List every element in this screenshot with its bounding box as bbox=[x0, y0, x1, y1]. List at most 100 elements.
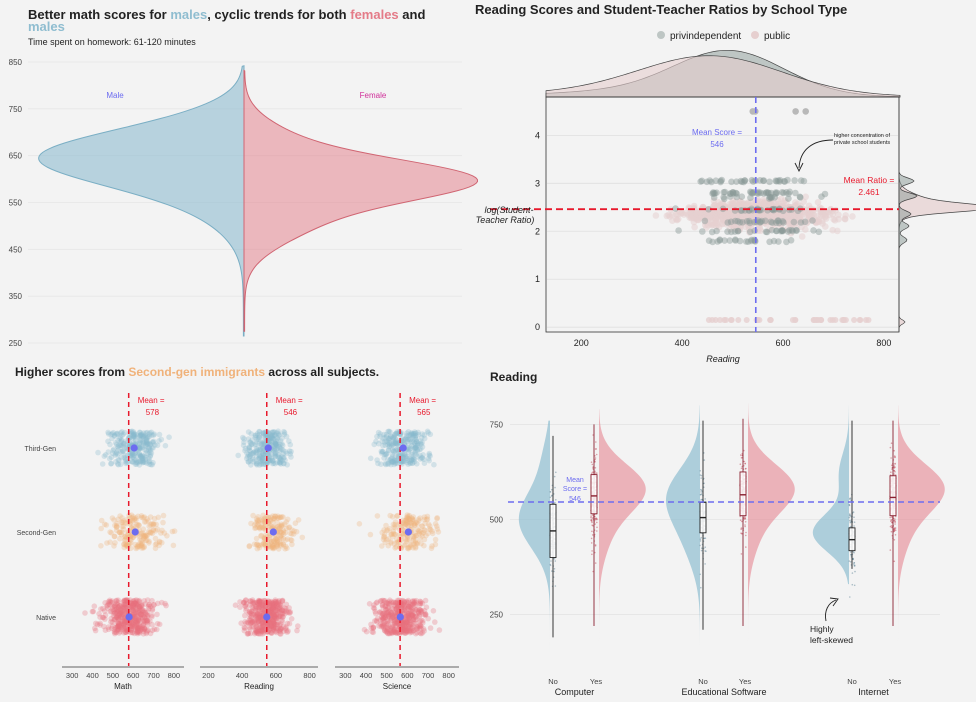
point bbox=[82, 610, 88, 616]
point-priv bbox=[748, 236, 755, 244]
point bbox=[133, 601, 139, 607]
point-priv bbox=[768, 206, 776, 213]
violin-yes bbox=[599, 409, 646, 642]
point bbox=[133, 456, 139, 463]
point-priv bbox=[769, 206, 776, 213]
point bbox=[151, 431, 158, 438]
jitter-yes bbox=[744, 524, 746, 526]
point bbox=[270, 429, 277, 435]
point bbox=[259, 454, 265, 461]
point bbox=[262, 451, 269, 457]
jitter-no bbox=[699, 470, 701, 472]
point-public bbox=[757, 227, 765, 234]
y-tick-label: 550 bbox=[9, 199, 23, 208]
jitter-yes bbox=[594, 457, 597, 459]
point bbox=[116, 621, 122, 628]
point bbox=[101, 521, 108, 528]
jitter-yes bbox=[596, 530, 598, 532]
point-priv bbox=[797, 219, 805, 226]
point bbox=[356, 521, 363, 527]
point-public bbox=[768, 201, 775, 209]
jitter-no bbox=[553, 475, 556, 478]
point bbox=[144, 516, 150, 522]
point-priv bbox=[747, 189, 755, 196]
jitter-no bbox=[699, 573, 701, 576]
point bbox=[271, 450, 278, 457]
point bbox=[255, 542, 262, 549]
point bbox=[247, 448, 254, 455]
point bbox=[255, 456, 261, 463]
point-priv bbox=[744, 238, 752, 245]
point bbox=[131, 600, 137, 606]
point bbox=[140, 438, 146, 445]
jitter-yes bbox=[594, 523, 596, 525]
point bbox=[137, 627, 143, 634]
point-priv bbox=[741, 177, 749, 184]
jitter-yes bbox=[595, 453, 598, 456]
point bbox=[159, 539, 165, 546]
point bbox=[135, 513, 141, 520]
point bbox=[277, 456, 284, 463]
point bbox=[97, 614, 103, 620]
point bbox=[115, 604, 122, 611]
point bbox=[154, 611, 160, 618]
point-priv bbox=[763, 228, 771, 236]
point bbox=[150, 521, 156, 527]
jitter-no bbox=[853, 584, 856, 587]
point bbox=[276, 454, 282, 461]
point bbox=[384, 609, 390, 616]
point bbox=[238, 620, 244, 626]
point bbox=[280, 541, 287, 547]
point bbox=[140, 544, 147, 551]
point bbox=[245, 436, 252, 442]
point bbox=[135, 452, 142, 459]
point bbox=[151, 602, 157, 608]
point bbox=[258, 533, 264, 539]
point bbox=[98, 543, 104, 549]
point-public bbox=[811, 218, 819, 226]
point bbox=[286, 620, 293, 627]
point bbox=[163, 602, 169, 609]
point bbox=[256, 440, 263, 446]
point bbox=[282, 449, 289, 455]
point bbox=[258, 461, 265, 468]
point-public bbox=[830, 216, 837, 223]
point-priv bbox=[777, 227, 784, 235]
jitter-yes bbox=[894, 523, 896, 525]
point bbox=[420, 626, 427, 632]
point bbox=[129, 602, 136, 609]
point-public bbox=[851, 317, 858, 323]
point bbox=[130, 432, 137, 439]
point bbox=[144, 614, 150, 620]
point bbox=[113, 608, 120, 615]
point bbox=[276, 432, 282, 438]
mean-ratio-value: 2.461 bbox=[858, 187, 880, 197]
point-priv bbox=[769, 219, 776, 226]
mean-label: Mean = bbox=[409, 396, 436, 405]
point bbox=[114, 431, 121, 438]
point bbox=[252, 525, 258, 532]
point bbox=[243, 607, 249, 614]
point-priv bbox=[740, 178, 747, 186]
point-priv bbox=[772, 177, 780, 184]
point bbox=[121, 604, 127, 610]
point bbox=[288, 448, 294, 455]
point bbox=[131, 624, 138, 630]
point bbox=[260, 451, 267, 457]
point-priv bbox=[772, 190, 779, 197]
point bbox=[116, 611, 123, 618]
point bbox=[272, 460, 279, 467]
point bbox=[284, 462, 291, 468]
point bbox=[283, 450, 290, 457]
point bbox=[425, 530, 431, 537]
point bbox=[268, 434, 274, 441]
point bbox=[246, 445, 252, 451]
point bbox=[115, 620, 122, 626]
note-line2: private school students bbox=[834, 140, 891, 146]
point bbox=[272, 440, 279, 447]
point bbox=[114, 614, 121, 620]
point bbox=[150, 521, 157, 528]
panel1-subtitle: Time spent on homework: 61-120 minutes bbox=[28, 37, 196, 47]
x-tick-label: 800 bbox=[442, 671, 455, 680]
x-tick-label: 600 bbox=[270, 671, 283, 680]
